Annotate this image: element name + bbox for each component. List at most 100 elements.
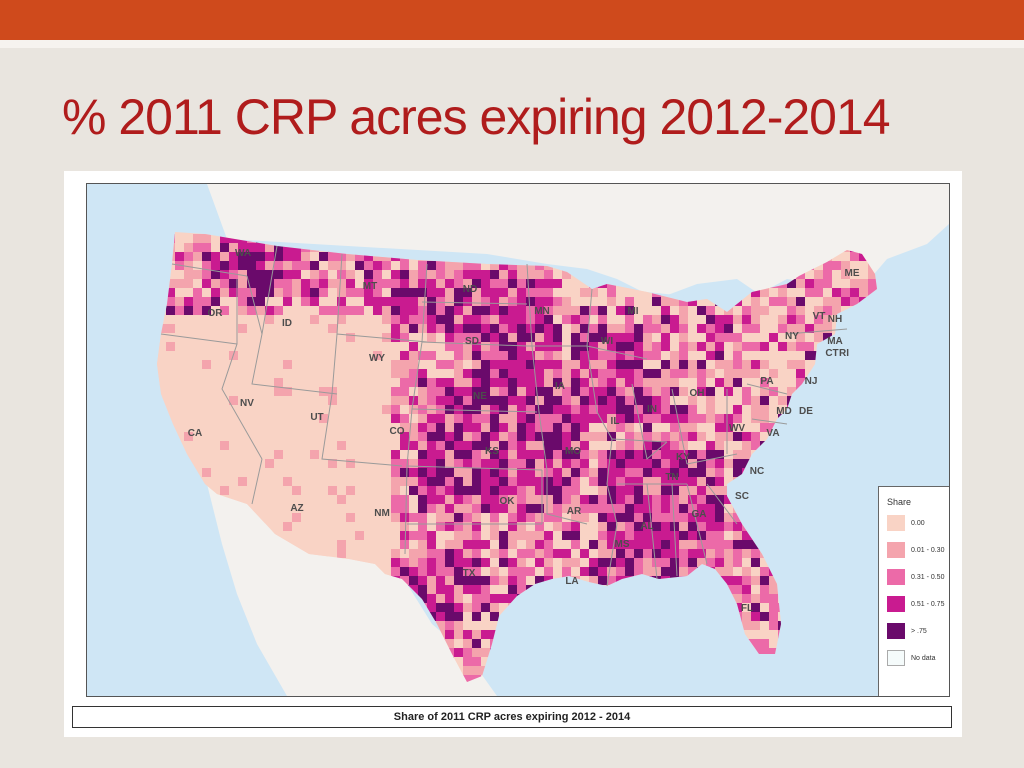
- county-patch: [778, 657, 787, 666]
- county-patch: [166, 585, 175, 594]
- county-patch: [346, 369, 355, 378]
- county-patch: [760, 558, 769, 567]
- county-patch: [733, 324, 742, 333]
- county-patch: [706, 315, 715, 324]
- county-patch: [481, 504, 490, 513]
- county-patch: [508, 423, 517, 432]
- county-patch: [868, 459, 877, 468]
- county-patch: [679, 648, 688, 657]
- county-patch: [796, 351, 805, 360]
- state-label-al: AL: [640, 521, 653, 532]
- county-patch: [751, 405, 760, 414]
- county-patch: [589, 315, 598, 324]
- county-patch: [850, 288, 859, 297]
- county-patch: [355, 414, 364, 423]
- county-patch: [868, 360, 877, 369]
- county-patch: [796, 675, 805, 682]
- county-patch: [445, 288, 454, 297]
- county-patch: [670, 657, 679, 666]
- county-patch: [562, 639, 571, 648]
- county-patch: [517, 558, 526, 567]
- county-patch: [589, 423, 598, 432]
- county-patch: [787, 360, 796, 369]
- county-patch: [859, 504, 868, 513]
- county-patch: [283, 531, 292, 540]
- county-patch: [652, 459, 661, 468]
- county-patch: [517, 396, 526, 405]
- county-patch: [247, 468, 256, 477]
- county-patch: [409, 333, 418, 342]
- county-patch: [571, 630, 580, 639]
- county-patch: [373, 315, 382, 324]
- county-patch: [868, 423, 877, 432]
- county-patch: [751, 648, 760, 657]
- county-patch: [436, 612, 445, 621]
- county-patch: [706, 639, 715, 648]
- county-patch: [508, 414, 517, 423]
- county-patch: [643, 441, 652, 450]
- county-patch: [571, 495, 580, 504]
- state-label-vt: VT: [813, 311, 826, 322]
- county-patch: [679, 423, 688, 432]
- county-patch: [661, 405, 670, 414]
- county-patch: [724, 648, 733, 657]
- county-patch: [355, 396, 364, 405]
- state-label-oh: OH: [690, 388, 705, 399]
- county-patch: [562, 333, 571, 342]
- county-patch: [175, 432, 184, 441]
- county-patch: [598, 405, 607, 414]
- county-patch: [436, 333, 445, 342]
- county-patch: [886, 414, 895, 423]
- county-patch: [409, 270, 418, 279]
- county-patch: [508, 288, 517, 297]
- county-patch: [256, 414, 265, 423]
- county-patch: [292, 459, 301, 468]
- county-patch: [562, 315, 571, 324]
- county-patch: [769, 630, 778, 639]
- county-patch: [463, 270, 472, 279]
- county-patch: [418, 558, 427, 567]
- county-patch: [643, 666, 652, 675]
- county-patch: [508, 585, 517, 594]
- county-patch: [265, 360, 274, 369]
- county-patch: [517, 324, 526, 333]
- county-patch: [157, 630, 166, 639]
- county-patch: [373, 324, 382, 333]
- county-patch: [634, 324, 643, 333]
- county-patch: [769, 531, 778, 540]
- county-patch: [436, 567, 445, 576]
- county-patch: [544, 441, 553, 450]
- county-patch: [850, 549, 859, 558]
- county-patch: [337, 549, 346, 558]
- county-patch: [481, 639, 490, 648]
- county-patch: [823, 387, 832, 396]
- county-patch: [625, 450, 634, 459]
- county-patch: [616, 405, 625, 414]
- county-patch: [364, 423, 373, 432]
- county-patch: [697, 477, 706, 486]
- county-patch: [760, 333, 769, 342]
- county-patch: [805, 648, 814, 657]
- county-patch: [283, 369, 292, 378]
- county-patch: [715, 567, 724, 576]
- county-patch: [832, 432, 841, 441]
- county-patch: [391, 432, 400, 441]
- county-patch: [805, 333, 814, 342]
- county-patch: [715, 477, 724, 486]
- county-patch: [535, 558, 544, 567]
- county-patch: [220, 675, 229, 682]
- county-patch: [877, 432, 886, 441]
- county-patch: [643, 387, 652, 396]
- county-patch: [832, 477, 841, 486]
- county-patch: [589, 630, 598, 639]
- county-patch: [193, 477, 202, 486]
- county-patch: [445, 369, 454, 378]
- county-patch: [850, 495, 859, 504]
- county-patch: [625, 378, 634, 387]
- county-patch: [490, 675, 499, 682]
- state-label-ut: UT: [310, 412, 323, 423]
- county-patch: [256, 513, 265, 522]
- county-patch: [481, 261, 490, 270]
- county-patch: [346, 306, 355, 315]
- county-patch: [859, 315, 868, 324]
